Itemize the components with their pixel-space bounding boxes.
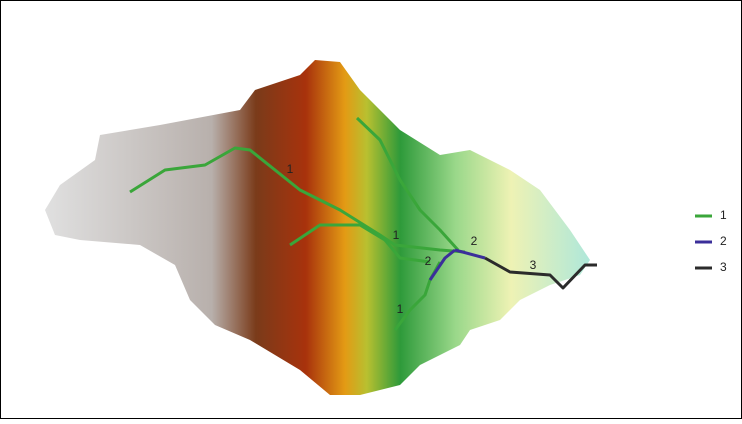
stream-order-label: 2: [471, 234, 478, 248]
stream-order-label: 2: [425, 254, 432, 268]
stream-order-label: 3: [530, 258, 537, 272]
legend-label: 3: [720, 260, 727, 274]
legend-label: 2: [720, 234, 727, 248]
stream-order-label: 1: [397, 302, 404, 316]
stream-order-label: 1: [287, 162, 294, 176]
stream-order-label: 1: [393, 228, 400, 242]
legend-label: 1: [720, 208, 727, 222]
map-view: 1 1 2 3 2 1 1 2 3: [0, 0, 742, 419]
